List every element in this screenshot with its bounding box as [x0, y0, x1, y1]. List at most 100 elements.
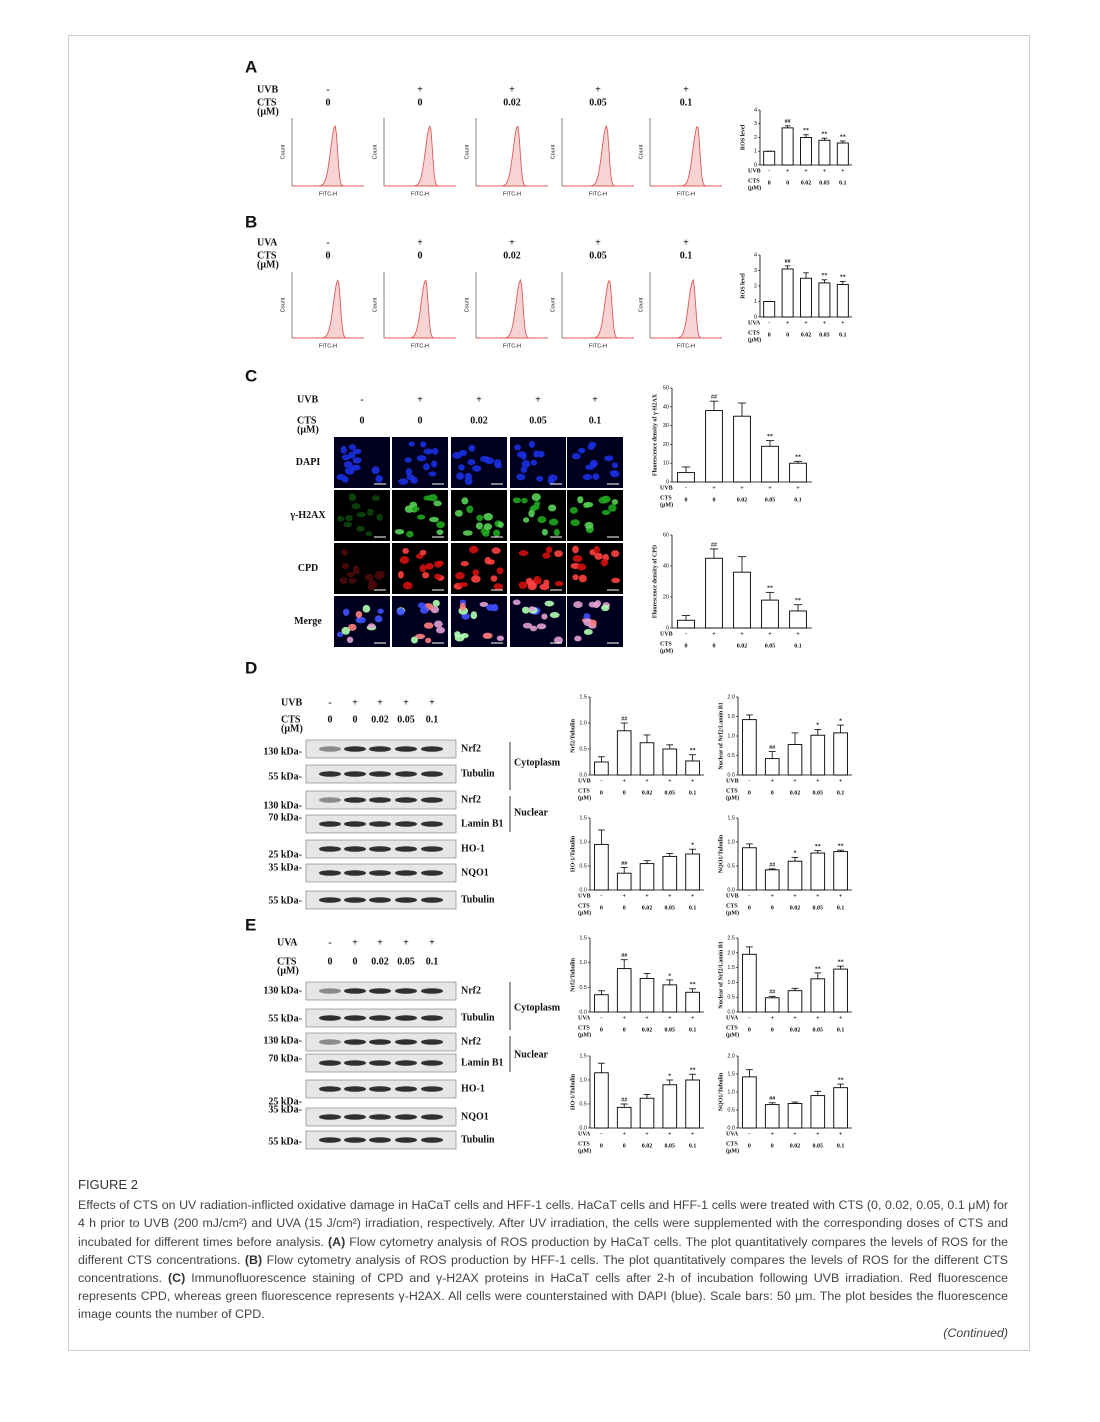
blot-band: [369, 1137, 391, 1143]
nucleus: [496, 567, 504, 575]
nucleus: [496, 635, 504, 642]
histogram: [650, 126, 722, 187]
bar: [662, 748, 678, 776]
blot-band: [369, 870, 391, 876]
treatment-sign: +: [417, 394, 423, 405]
treatment-sign: +: [668, 1015, 672, 1021]
bar: [685, 760, 700, 776]
y-tick-label: 40: [663, 404, 669, 410]
cts-dose: 0.02: [790, 790, 801, 796]
bar: [818, 282, 831, 318]
significance: ##: [769, 1096, 775, 1102]
treatment-sign: +: [712, 485, 716, 491]
treatment-sign: +: [770, 893, 774, 899]
cts-dose: 0.1: [426, 714, 439, 725]
y-tick-label: 1.0: [579, 720, 587, 726]
cts-dose: 0.05: [813, 1027, 824, 1033]
y-axis-label: ROS level: [740, 273, 746, 299]
significance: **: [821, 273, 827, 279]
significance: **: [690, 1068, 696, 1074]
treatment-label: UVB: [660, 485, 673, 491]
treatment-sign: +: [645, 1015, 649, 1021]
nucleus: [396, 608, 405, 616]
hist-y-label: Count: [638, 144, 644, 159]
treatment-sign: -: [328, 937, 331, 948]
cts-dose: 0.1: [680, 97, 693, 108]
treatment-sign: +: [683, 237, 689, 248]
blot-band: [344, 1060, 366, 1066]
cts-label: CTS: [257, 97, 277, 108]
blot-band: [369, 846, 391, 852]
cts-unit: (μM): [297, 424, 319, 435]
nucleus: [576, 563, 587, 571]
cts-dose: 0: [771, 1027, 774, 1033]
significance: ##: [711, 542, 717, 548]
treatment-sign: +: [683, 84, 689, 95]
nucleus: [493, 459, 502, 467]
blot-band: [369, 1086, 391, 1092]
y-tick-label: 0.0: [579, 887, 587, 893]
nucleus: [518, 581, 528, 590]
nucleus: [588, 601, 597, 608]
cts-dose: 0.02: [801, 332, 812, 338]
nucleus: [456, 472, 464, 480]
nucleus: [536, 475, 544, 482]
treatment-sign: +: [793, 893, 797, 899]
kda-label: 55 kDa-: [268, 895, 302, 906]
nucleus: [346, 571, 355, 578]
blot-band: [395, 988, 417, 994]
treatment-sign: +: [592, 394, 598, 405]
nucleus: [434, 573, 442, 580]
treatment-label: UVB: [281, 697, 302, 708]
y-axis-label: Fluorescence density of γ-H2AX: [652, 393, 658, 476]
blot-band: [319, 771, 341, 777]
significance: *: [668, 1073, 671, 1079]
treatment-sign: -: [748, 1131, 750, 1137]
blot-band: [344, 1039, 366, 1045]
blot-band: [369, 771, 391, 777]
blot-band: [369, 797, 391, 803]
cts-dose: 0: [623, 790, 626, 796]
caption-part: Flow cytometry analysis of ROS productio…: [78, 1252, 1008, 1286]
y-tick-label: 0.0: [727, 1125, 735, 1131]
caption-part: Effects of CTS on UV radiation-inflicted…: [78, 1198, 1008, 1249]
cts-dose: 0: [326, 97, 331, 108]
nucleus: [528, 509, 535, 518]
nucleus: [458, 582, 468, 588]
blot-band: [395, 821, 417, 827]
nucleus: [411, 506, 420, 512]
nucleus: [493, 529, 501, 537]
y-tick-label: 0.0: [579, 1009, 587, 1015]
hist-y-label: Count: [280, 297, 286, 312]
nucleus: [374, 571, 385, 580]
blot-band: [395, 1060, 417, 1066]
treatment-label: UVA: [726, 1015, 739, 1021]
figure: AUVBCTS(μM)-0+0+0.02+0.05+0.1FITC-HCount…: [245, 57, 852, 1154]
nucleus: [355, 610, 363, 618]
y-tick-label: 1.5: [579, 1053, 587, 1059]
histogram: [292, 124, 364, 187]
y-tick-label: 0.0: [727, 887, 735, 893]
treatment-sign: +: [509, 84, 515, 95]
treatment-sign: +: [377, 937, 383, 948]
y-tick-label: 2: [754, 283, 757, 289]
blot-band: [395, 771, 417, 777]
blot-band: [319, 870, 341, 876]
nucleus: [352, 457, 362, 464]
y-tick-label: 0.5: [727, 863, 735, 869]
treatment-sign: +: [595, 84, 601, 95]
cts-dose: 0: [600, 790, 603, 796]
nucleus: [343, 461, 353, 468]
bar: [833, 968, 848, 1013]
treatment-sign: +: [804, 320, 808, 326]
image-row-label: DAPI: [296, 457, 321, 468]
nucleus: [583, 629, 593, 635]
bar: [616, 730, 632, 776]
nucleus: [342, 608, 350, 616]
bar: [705, 557, 723, 629]
nucleus: [528, 606, 536, 612]
y-tick-label: 4: [754, 107, 757, 113]
nucleus: [553, 528, 560, 537]
treatment-sign: +: [668, 1131, 672, 1137]
